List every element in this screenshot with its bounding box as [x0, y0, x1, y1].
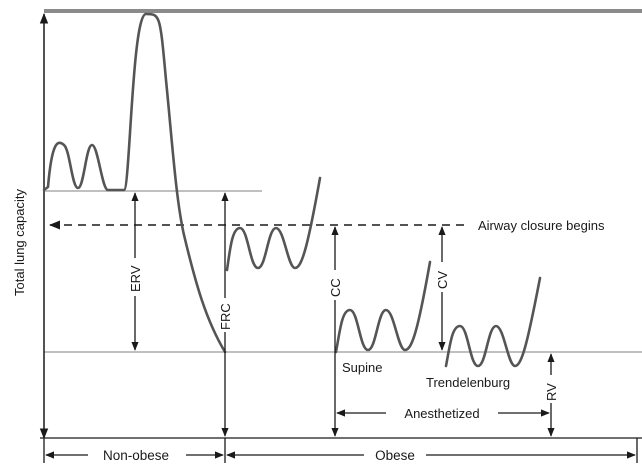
supine-label: Supine — [342, 360, 382, 375]
airway-closure-label: Airway closure begins — [478, 218, 605, 233]
supine-trace — [334, 260, 432, 354]
cv-label: CV — [435, 271, 450, 289]
y-axis-label: Total lung capacity — [12, 189, 27, 296]
erv-label: ERV — [128, 265, 143, 292]
rv-label: RV — [544, 383, 559, 401]
obese-label: Obese — [375, 448, 415, 463]
cc-label: CC — [328, 278, 343, 297]
obese-awake-trace — [225, 176, 322, 272]
non-obese-label: Non-obese — [103, 448, 169, 463]
trendelenburg-trace — [444, 276, 542, 368]
trendelenburg-label: Trendelenburg — [426, 375, 510, 390]
anesthetized-label: Anesthetized — [404, 406, 479, 421]
nonobese-breathing-trace — [42, 12, 227, 354]
frc-label: FRC — [218, 303, 233, 330]
